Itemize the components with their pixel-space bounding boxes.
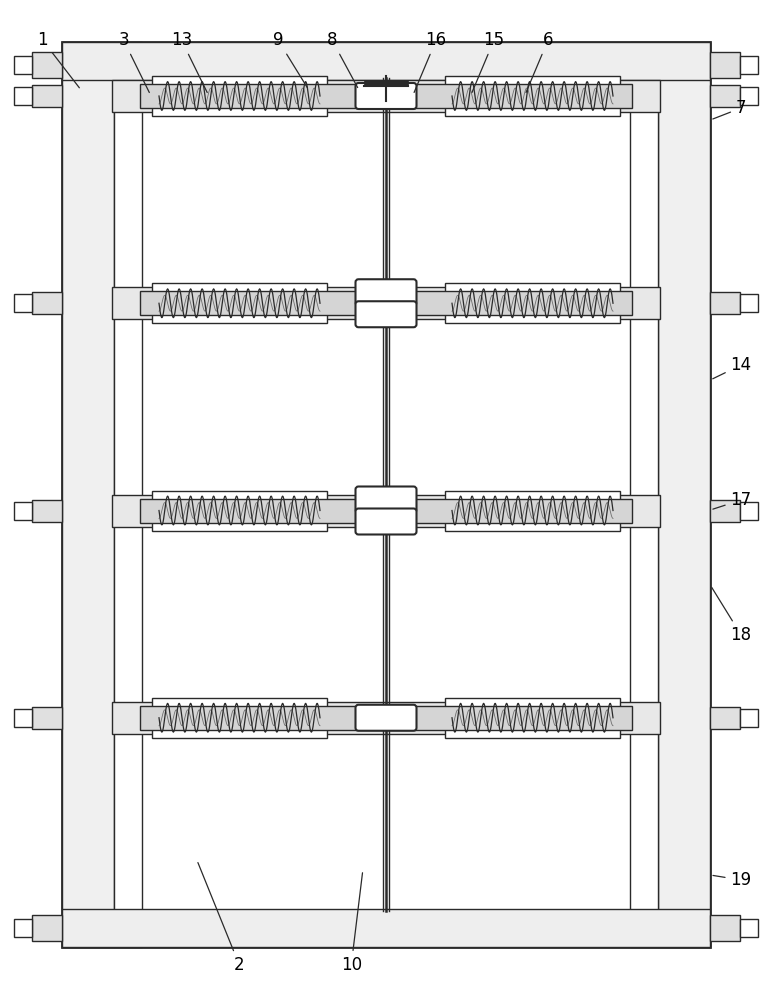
Bar [152, 490, 327, 530]
Text: 6: 6 [526, 31, 554, 92]
Bar [62, 909, 710, 947]
FancyBboxPatch shape [355, 487, 417, 512]
Bar [14, 919, 32, 937]
Bar [32, 85, 62, 107]
Text: 15: 15 [472, 31, 505, 92]
Bar [658, 42, 710, 947]
Bar [112, 702, 660, 734]
Bar [62, 42, 710, 947]
Text: 8: 8 [327, 31, 357, 88]
Text: 17: 17 [713, 491, 752, 509]
Bar [710, 915, 740, 941]
FancyBboxPatch shape [355, 279, 417, 305]
Bar [14, 502, 32, 520]
Bar [140, 291, 632, 315]
FancyBboxPatch shape [355, 83, 417, 109]
Bar [14, 87, 32, 105]
Bar [710, 52, 740, 78]
Bar [32, 292, 62, 314]
Bar [364, 80, 408, 86]
Text: 18: 18 [712, 587, 752, 644]
Text: 2: 2 [198, 863, 245, 974]
Bar [140, 84, 632, 108]
Bar [710, 707, 740, 729]
Bar [710, 85, 740, 107]
Text: 13: 13 [171, 31, 207, 93]
Bar [630, 42, 658, 947]
Text: 10: 10 [340, 873, 363, 974]
Bar [152, 698, 327, 738]
Bar [14, 709, 32, 727]
Bar [445, 698, 620, 738]
Bar [14, 294, 32, 312]
Text: 7: 7 [713, 99, 747, 119]
Bar [32, 499, 62, 522]
Bar [112, 494, 660, 526]
Bar [445, 283, 620, 323]
FancyBboxPatch shape [355, 508, 417, 534]
Text: 3: 3 [118, 31, 149, 93]
Bar [710, 292, 740, 314]
Bar [14, 56, 32, 74]
Bar [32, 915, 62, 941]
Bar [62, 42, 710, 80]
Bar [740, 56, 758, 74]
Bar [152, 76, 327, 116]
FancyBboxPatch shape [355, 301, 417, 327]
Bar [445, 76, 620, 116]
Text: 14: 14 [713, 356, 752, 379]
Bar [112, 80, 660, 112]
Bar [112, 287, 660, 319]
Bar [445, 490, 620, 530]
Text: 19: 19 [713, 871, 752, 889]
Bar [140, 706, 632, 730]
Bar [740, 502, 758, 520]
Bar [740, 709, 758, 727]
Bar [152, 283, 327, 323]
Bar [32, 52, 62, 78]
Text: 1: 1 [37, 31, 80, 88]
Bar [114, 42, 142, 947]
Bar [740, 294, 758, 312]
Bar [740, 87, 758, 105]
Text: 9: 9 [273, 31, 307, 88]
Bar [62, 42, 114, 947]
Bar [710, 499, 740, 522]
FancyBboxPatch shape [355, 705, 417, 731]
Bar [140, 498, 632, 522]
Bar [32, 707, 62, 729]
Text: 16: 16 [414, 31, 447, 92]
Bar [740, 919, 758, 937]
